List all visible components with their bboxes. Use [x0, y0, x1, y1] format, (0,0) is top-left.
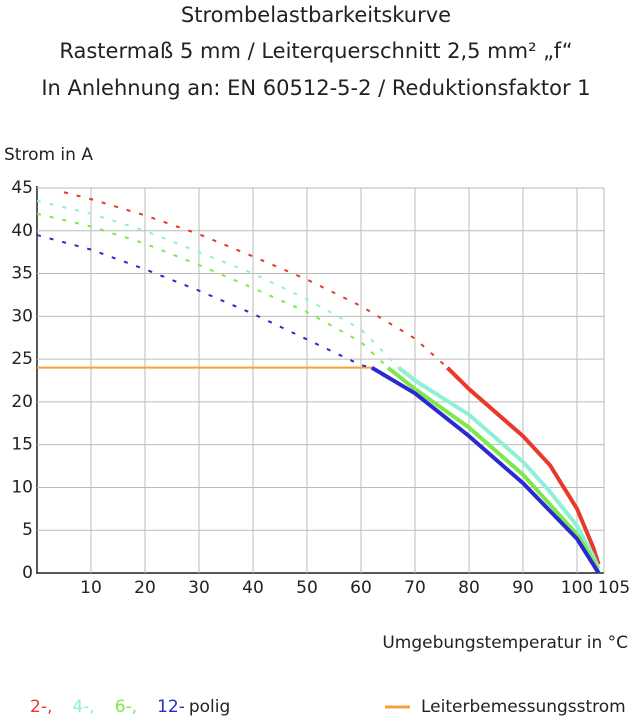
y-tick-label: 10	[11, 477, 33, 497]
x-tick-label: 70	[404, 578, 426, 598]
legend-label: 2-,	[30, 697, 52, 717]
series-line-solid	[445, 366, 601, 566]
x-tick-label: 60	[350, 578, 372, 598]
x-tick-label: 50	[296, 578, 318, 598]
x-axis-label: Umgebungstemperatur in °C	[382, 633, 628, 653]
y-tick-label: 25	[11, 349, 33, 369]
legend-label: polig	[189, 697, 230, 717]
y-tick-label: 15	[11, 435, 33, 455]
chart-title: Strombelastbarkeitskurve	[181, 3, 451, 27]
x-tick-label: 100	[561, 578, 593, 598]
y-tick-label: 5	[22, 520, 33, 540]
series-line-dashed	[36, 234, 373, 369]
x-tick-label: 30	[188, 578, 210, 598]
y-tick-label: 45	[11, 178, 33, 198]
y-tick-label: 40	[11, 221, 33, 241]
y-tick-label: 30	[11, 306, 33, 326]
x-tick-label: 105	[598, 578, 630, 598]
y-tick-label: 35	[11, 264, 33, 284]
legend-label: Leiterbemessungsstrom	[421, 697, 626, 717]
y-tick-label: 20	[11, 392, 33, 412]
series-line-dashed	[36, 212, 389, 369]
chart-subtitle: Rastermaß 5 mm / Leiterquerschnitt 2,5 m…	[59, 39, 572, 63]
legend-label: 6-,	[115, 697, 137, 717]
series-line-solid	[397, 366, 601, 570]
x-tick-label: 10	[80, 578, 102, 598]
x-tick-label: 90	[512, 578, 534, 598]
x-tick-label: 20	[134, 578, 156, 598]
series-line-solid	[386, 366, 601, 574]
x-tick-label: 80	[458, 578, 480, 598]
series-line-dashed	[36, 199, 400, 369]
legend-label: 12-	[157, 697, 185, 717]
chart-subtitle: In Anlehnung an: EN 60512-5-2 / Reduktio…	[41, 76, 590, 100]
series-line-dashed	[63, 191, 449, 369]
y-tick-label: 0	[22, 563, 33, 583]
series-line-solid	[370, 365, 601, 575]
legend-label: 4-,	[72, 697, 94, 717]
y-axis-label: Strom in A	[4, 145, 93, 165]
x-tick-label: 40	[242, 578, 264, 598]
